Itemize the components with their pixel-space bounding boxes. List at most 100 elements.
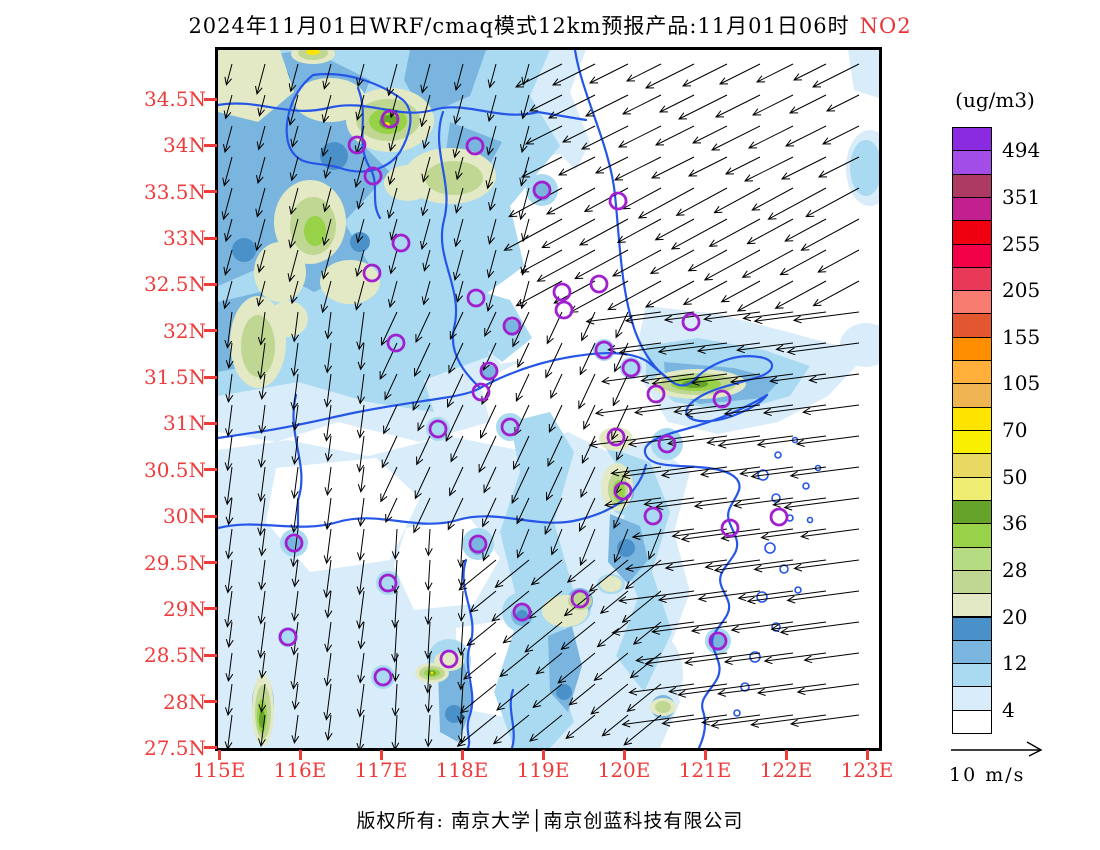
- wind-arrow: [584, 94, 629, 117]
- city-marker: [479, 361, 499, 381]
- wind-arrow: [420, 63, 431, 94]
- wind-arrow: [544, 497, 563, 536]
- wind-arrow: [322, 63, 332, 90]
- wind-arrow: [355, 249, 365, 278]
- wind-arrow: [320, 280, 332, 314]
- city-marker: [532, 180, 552, 200]
- wind-arrow: [222, 280, 233, 310]
- colorbar-tick-label: 4: [1002, 697, 1015, 722]
- wind-arrow: [681, 63, 728, 87]
- wind-arrow: [654, 125, 695, 146]
- colorbar-cell: [952, 196, 992, 222]
- wind-arrow: [357, 466, 366, 493]
- colorbar-tick-label: 12: [1002, 651, 1028, 676]
- city-marker: [373, 667, 393, 687]
- wind-arrow: [324, 466, 333, 497]
- wind-arrow: [290, 342, 299, 377]
- wind-arrow: [290, 373, 299, 411]
- wind-arrow: [321, 94, 332, 124]
- wind-arrow: [723, 404, 794, 417]
- wind-arrow: [258, 559, 267, 591]
- wind-arrow: [724, 156, 761, 175]
- wind-arrow: [703, 311, 761, 323]
- wind-arrow: [321, 125, 332, 158]
- wind-arrow: [482, 528, 497, 562]
- wind-arrow: [503, 218, 563, 251]
- wind-arrow: [746, 218, 794, 245]
- wind-arrow: [289, 156, 299, 182]
- wind-arrow: [387, 187, 398, 220]
- wind-arrow: [225, 497, 234, 526]
- border-south-2: [509, 688, 515, 748]
- wind-arrow: [621, 466, 695, 480]
- wind-arrow: [512, 311, 530, 348]
- wind-arrow: [784, 218, 827, 242]
- lat-tick-label: 28.5N: [143, 643, 206, 668]
- island: [733, 709, 741, 717]
- wind-arrow: [323, 559, 332, 599]
- lat-tick-mark: [204, 190, 217, 194]
- wind-arrow: [774, 280, 827, 309]
- wind-arrow: [225, 404, 233, 438]
- lon-tick-label: 123E: [840, 758, 894, 782]
- wind-arrow: [691, 125, 728, 144]
- wind-arrow: [422, 249, 431, 272]
- wind-arrow: [546, 466, 563, 502]
- wind-arrow: [257, 590, 266, 625]
- wind-arrow: [291, 559, 300, 588]
- wind-arrow: [551, 63, 596, 86]
- wind-arrow: [800, 528, 860, 540]
- wind-arrow: [356, 559, 365, 596]
- wind-arrows: [221, 63, 860, 748]
- wind-arrow: [690, 621, 761, 634]
- wind-arrow: [644, 63, 695, 89]
- colorbar-cell: [952, 686, 992, 711]
- wind-arrow: [703, 249, 761, 281]
- wind-arrow: [457, 621, 466, 657]
- wind-scale-arrow: [951, 741, 1043, 757]
- wind-arrow: [557, 652, 596, 684]
- wind-arrow: [499, 652, 530, 678]
- island: [806, 516, 814, 524]
- wind-arrow: [547, 435, 563, 468]
- city-marker: [347, 135, 367, 155]
- colorbar-cell: [952, 220, 992, 245]
- wind-arrow: [640, 373, 695, 384]
- wind-arrow: [258, 373, 267, 400]
- province-boundaries: [218, 50, 774, 748]
- wind-arrow: [225, 683, 233, 717]
- wind-arrow: [323, 156, 332, 179]
- lat-tick-label: 27.5N: [143, 735, 206, 760]
- wind-arrow: [817, 156, 860, 178]
- wind-arrow: [486, 125, 497, 156]
- wind-arrow: [581, 311, 596, 342]
- wind-arrow: [701, 714, 761, 726]
- wind-arrow: [718, 63, 761, 85]
- colorbar-tick-label: 351: [1002, 184, 1041, 209]
- lat-tick-label: 33.5N: [143, 179, 206, 204]
- wind-arrow: [687, 156, 728, 177]
- wind-arrow: [412, 373, 431, 412]
- city-marker: [643, 506, 663, 526]
- wind-arrow: [463, 652, 497, 680]
- wind-arrow: [257, 94, 266, 117]
- wind-arrow: [257, 621, 266, 659]
- city-marker: [466, 288, 486, 308]
- wind-arrow: [666, 435, 728, 447]
- city-markers: [278, 109, 789, 687]
- wind-arrow: [288, 94, 299, 127]
- city-marker: [570, 589, 590, 609]
- wind-arrow: [386, 63, 398, 97]
- wind-arrow: [447, 373, 464, 409]
- lon-tick-mark: [298, 750, 302, 760]
- wind-arrow: [387, 156, 398, 186]
- wind-arrow: [356, 683, 365, 718]
- wind-arrow: [357, 621, 366, 650]
- wind-arrow: [654, 218, 695, 241]
- copyright-footer: 版权所有: 南京大学│南京创蓝科技有限公司: [356, 810, 744, 832]
- wind-arrow: [580, 125, 629, 150]
- wind-arrow: [454, 63, 464, 92]
- lon-tick-mark: [784, 750, 788, 760]
- wind-arrow: [670, 218, 728, 250]
- city-marker: [606, 427, 626, 447]
